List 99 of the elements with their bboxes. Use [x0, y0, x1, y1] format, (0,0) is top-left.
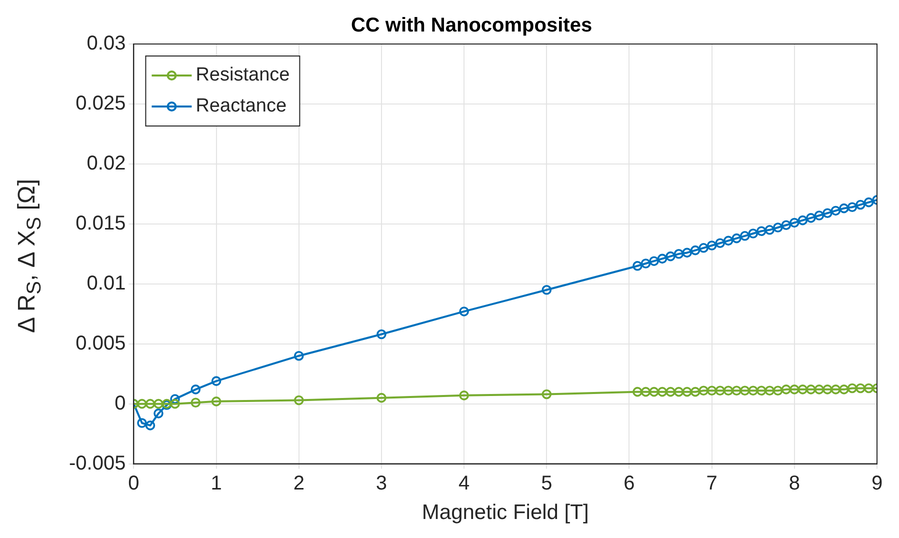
x-tick-label: 8 — [788, 472, 800, 494]
x-tick-label: 5 — [541, 472, 552, 494]
point — [154, 398, 164, 409]
y-tick-label: 0.01 — [86, 272, 126, 294]
point — [211, 376, 222, 386]
point — [640, 258, 651, 268]
point — [542, 284, 552, 295]
legend-label: Resistance — [196, 64, 290, 86]
point — [806, 384, 816, 394]
point — [640, 386, 651, 397]
point — [798, 384, 808, 394]
point — [723, 236, 734, 246]
point — [723, 386, 734, 396]
point — [154, 408, 164, 418]
x-tick-label: 3 — [376, 472, 388, 494]
point — [756, 386, 766, 396]
point — [764, 225, 775, 235]
point — [145, 398, 156, 409]
point — [732, 386, 742, 396]
point — [839, 203, 849, 214]
point — [740, 231, 750, 241]
x-axis-title: Magnetic Field [T] — [422, 501, 589, 524]
y-tick-label: 0.025 — [76, 92, 126, 114]
point — [781, 384, 792, 394]
point — [715, 238, 725, 248]
point — [376, 329, 386, 340]
point — [190, 384, 201, 394]
point — [822, 208, 832, 218]
x-tick-label: 6 — [624, 472, 635, 494]
x-tick-label: 7 — [706, 472, 718, 494]
point — [772, 222, 783, 232]
point — [781, 220, 792, 230]
point — [190, 398, 201, 408]
point — [814, 384, 824, 394]
y-tick-label: 0.02 — [86, 152, 126, 174]
point — [830, 384, 841, 394]
chart-title: CC with Nanocomposites — [350, 14, 592, 37]
point — [822, 384, 832, 394]
point — [674, 386, 684, 397]
point — [137, 418, 147, 428]
point — [674, 249, 684, 259]
point — [798, 215, 808, 226]
point — [706, 240, 717, 250]
point — [706, 386, 717, 396]
point — [632, 386, 642, 397]
point — [542, 389, 552, 400]
point — [666, 251, 676, 262]
point — [856, 383, 866, 394]
point — [764, 386, 775, 396]
point — [715, 386, 725, 396]
point — [690, 386, 700, 397]
y-tick-label: 0.015 — [76, 212, 126, 234]
point — [806, 213, 816, 223]
point — [632, 260, 642, 271]
x-tick-label: 4 — [458, 472, 470, 494]
x-tick-label: 9 — [871, 472, 883, 494]
point — [459, 306, 469, 316]
point — [864, 383, 874, 394]
point — [211, 396, 222, 406]
point — [657, 254, 668, 264]
point — [376, 392, 386, 403]
point — [847, 383, 858, 394]
point — [790, 218, 800, 228]
point — [294, 350, 304, 361]
point — [657, 386, 668, 397]
point — [839, 384, 849, 394]
legend-label: Reactance — [196, 96, 287, 117]
point — [170, 398, 180, 409]
point — [170, 394, 180, 404]
x-tick-label: 2 — [293, 472, 304, 494]
point — [748, 228, 758, 238]
point — [698, 386, 708, 396]
point — [294, 395, 304, 406]
point — [137, 398, 147, 409]
point — [847, 202, 858, 212]
y-tick-label: 0 — [114, 392, 126, 414]
point — [690, 245, 700, 256]
x-tick-label: 1 — [210, 472, 222, 494]
point — [772, 386, 783, 396]
point — [666, 386, 676, 397]
point — [748, 386, 758, 396]
point — [649, 256, 659, 266]
point — [864, 197, 874, 208]
y-tick-label: 0.03 — [86, 32, 126, 55]
point — [459, 390, 469, 400]
point — [682, 386, 692, 397]
point — [649, 386, 659, 397]
point — [814, 210, 824, 220]
point — [698, 243, 708, 253]
point — [732, 233, 742, 244]
point — [756, 226, 766, 236]
point — [145, 420, 156, 430]
point — [830, 206, 841, 216]
point — [740, 386, 750, 396]
point — [856, 200, 866, 210]
y-tick-label: -0.005 — [68, 452, 126, 474]
point — [682, 248, 692, 258]
y-tick-label: 0.005 — [76, 332, 126, 354]
point — [790, 384, 800, 394]
